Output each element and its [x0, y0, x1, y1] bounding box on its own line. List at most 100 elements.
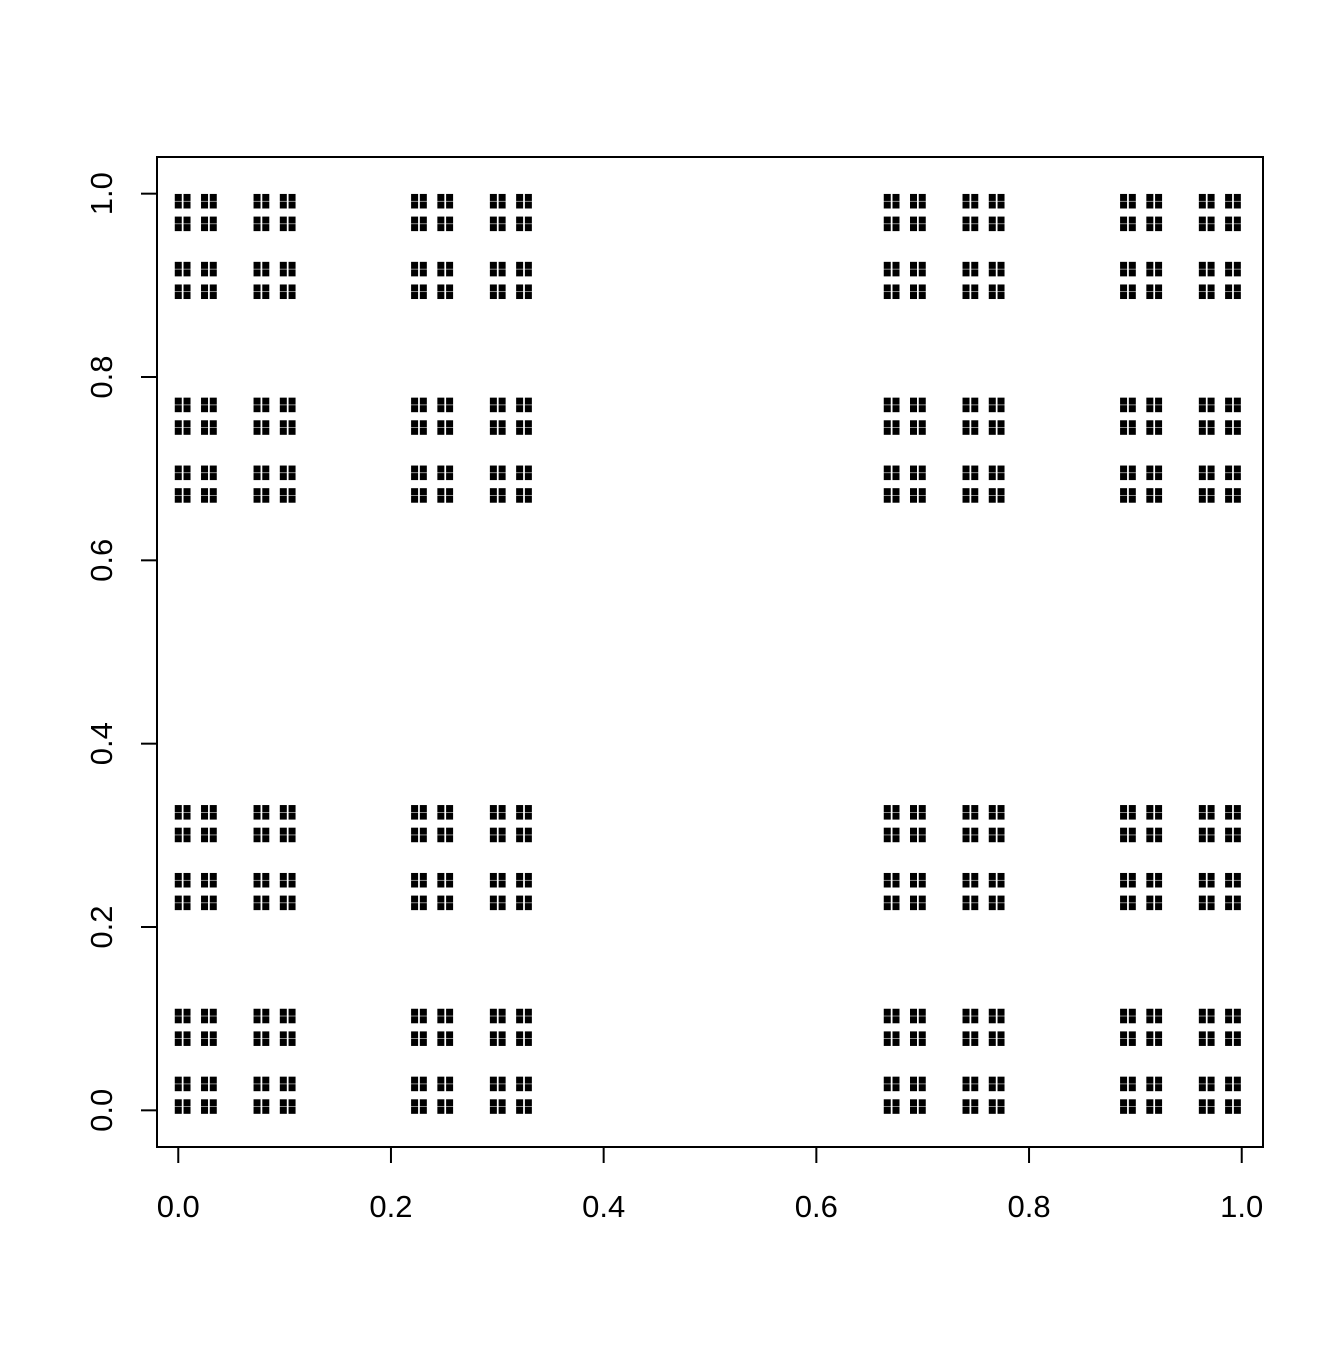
data-point: [516, 216, 524, 224]
data-point: [446, 1031, 454, 1039]
data-point: [498, 880, 506, 888]
data-point: [419, 835, 427, 843]
data-point: [262, 1076, 270, 1084]
data-point: [437, 495, 445, 503]
data-point: [279, 495, 287, 503]
data-point: [446, 1099, 454, 1107]
data-point: [1233, 193, 1241, 201]
data-point: [253, 895, 261, 903]
data-point: [262, 420, 270, 428]
data-point: [174, 193, 182, 201]
data-point: [209, 261, 217, 269]
data-point: [1198, 473, 1206, 481]
data-point: [918, 903, 926, 911]
data-point: [918, 420, 926, 428]
data-point: [883, 1031, 891, 1039]
data-point: [279, 1106, 287, 1114]
data-point: [1225, 827, 1233, 835]
data-point: [971, 473, 979, 481]
data-point: [1233, 269, 1241, 277]
data-point: [201, 284, 209, 292]
data-point: [971, 1016, 979, 1024]
data-point: [253, 1084, 261, 1092]
data-point: [489, 903, 497, 911]
data-point: [997, 1076, 1005, 1084]
data-point: [524, 835, 532, 843]
data-point: [288, 880, 296, 888]
data-point: [174, 420, 182, 428]
data-point: [1120, 216, 1128, 224]
data-point: [262, 812, 270, 820]
data-point: [524, 880, 532, 888]
data-point: [209, 473, 217, 481]
data-point: [262, 1008, 270, 1016]
data-point: [1198, 1016, 1206, 1024]
data-point: [524, 1076, 532, 1084]
data-point: [437, 420, 445, 428]
data-point: [892, 488, 900, 496]
data-point: [883, 1008, 891, 1016]
data-point: [1233, 397, 1241, 405]
data-point: [971, 827, 979, 835]
data-point: [411, 473, 419, 481]
data-point: [910, 465, 917, 473]
data-point: [437, 1084, 445, 1092]
data-point: [971, 465, 979, 473]
data-point: [498, 405, 506, 413]
data-point: [918, 292, 926, 300]
data-point: [1198, 292, 1206, 300]
data-point: [524, 405, 532, 413]
data-point: [1207, 292, 1215, 300]
data-point: [1128, 284, 1136, 292]
data-point: [1155, 405, 1163, 413]
data-point: [988, 405, 996, 413]
data-point: [201, 1076, 209, 1084]
data-point: [209, 488, 217, 496]
data-point: [288, 903, 296, 911]
data-point: [1233, 427, 1241, 435]
data-point: [892, 903, 900, 911]
data-point: [437, 1076, 445, 1084]
data-point: [1207, 284, 1215, 292]
data-point: [174, 201, 182, 209]
data-point: [1207, 488, 1215, 496]
data-point: [174, 473, 182, 481]
data-point: [997, 1084, 1005, 1092]
data-point: [288, 812, 296, 820]
y-tick-label: 0.4: [84, 722, 119, 765]
data-point: [883, 427, 891, 435]
data-point: [1225, 201, 1233, 209]
data-point: [419, 1038, 427, 1046]
data-point: [988, 1076, 996, 1084]
data-point: [1225, 1099, 1233, 1107]
x-axis: 0.0 0.2 0.4 0.6 0.8 1.0: [157, 1146, 1263, 1224]
data-point: [183, 495, 191, 503]
data-point: [971, 872, 979, 880]
data-point: [910, 872, 917, 880]
data-point: [997, 292, 1005, 300]
data-point: [262, 261, 270, 269]
data-point: [1155, 880, 1163, 888]
data-point: [1233, 895, 1241, 903]
data-point: [489, 1038, 497, 1046]
data-point: [910, 827, 917, 835]
data-point: [524, 827, 532, 835]
data-point: [524, 1099, 532, 1107]
data-point: [279, 1084, 287, 1092]
data-point: [971, 420, 979, 428]
data-point: [516, 397, 524, 405]
data-point: [1155, 488, 1163, 496]
data-point: [253, 1076, 261, 1084]
data-point: [419, 224, 427, 232]
data-point: [997, 827, 1005, 835]
data-point: [279, 224, 287, 232]
data-point: [1207, 405, 1215, 413]
data-point: [1155, 812, 1163, 820]
data-point: [892, 397, 900, 405]
data-point: [411, 269, 419, 277]
data-point: [910, 812, 917, 820]
data-point: [209, 495, 217, 503]
data-point: [1128, 1106, 1136, 1114]
data-point: [411, 1084, 419, 1092]
